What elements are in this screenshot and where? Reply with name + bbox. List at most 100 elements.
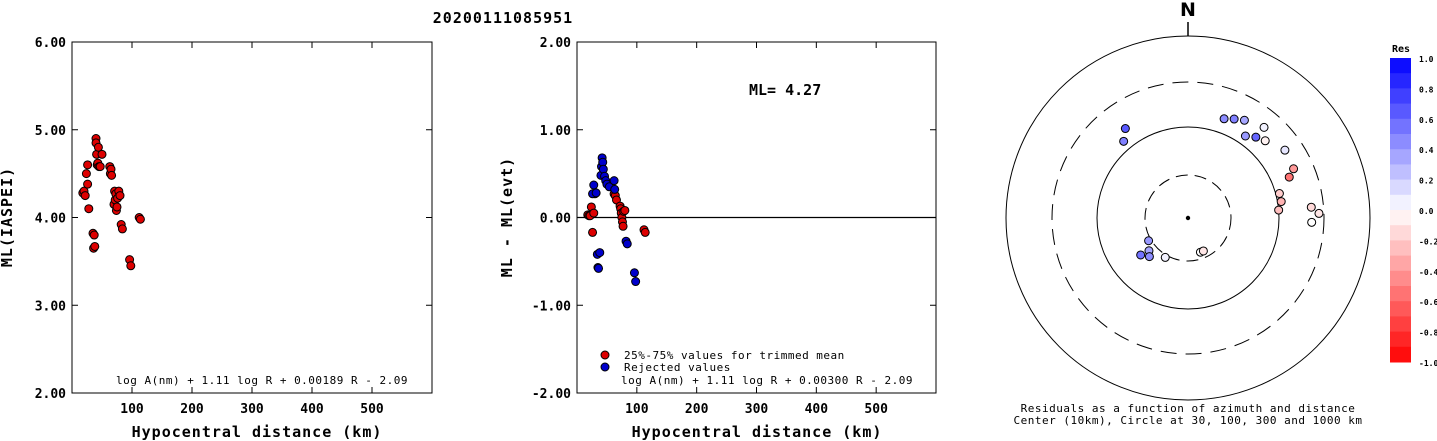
y-tick-label: 4.00 xyxy=(35,212,66,227)
residual-colorbar: Res 1.0 0.8 0.6 0.4 0.2 0.0 -0.2 -0.4 -0.6 -0.8 -1… xyxy=(1390,44,1437,368)
plot-frame xyxy=(71,41,433,394)
data-point xyxy=(83,160,93,170)
data-point xyxy=(618,221,628,231)
y-tick-label: -2.00 xyxy=(532,387,571,402)
colorbar-tick-label: 0.4 xyxy=(1419,146,1434,155)
data-point xyxy=(622,239,632,249)
x-tick-label: 200 xyxy=(180,402,204,417)
formula-label: log A(nm) + 1.11 log R + 0.00300 R - 2.0… xyxy=(621,374,913,387)
colorbar-tick-label: -0.6 xyxy=(1419,298,1437,307)
station-marker xyxy=(1120,124,1130,134)
colorbar-tick-label: 0.2 xyxy=(1419,177,1434,186)
x-tick-label: 100 xyxy=(120,402,144,417)
data-point xyxy=(112,202,122,212)
axis-ticks: 100 200 300 400 500 -2.00 -1.00 0.00 1.00 2.00 xyxy=(532,36,936,417)
colorbar-cell xyxy=(1390,225,1411,241)
data-point xyxy=(83,179,93,189)
x-tick-label: 500 xyxy=(360,402,384,417)
map-caption-line1: Residuals as a function of azimuth and d… xyxy=(1021,402,1356,415)
colorbar-cell xyxy=(1390,346,1411,363)
colorbar-cell xyxy=(1390,240,1411,257)
data-point xyxy=(126,261,136,271)
data-point xyxy=(97,149,107,159)
station-marker xyxy=(1306,202,1316,212)
legend-marker-red xyxy=(600,350,610,360)
colorbar-tick-label: -0.8 xyxy=(1419,329,1437,338)
data-point xyxy=(115,191,125,201)
axis-ticks: 100 200 300 400 500 2.00 3.00 4.00 5.00 6.00 xyxy=(35,36,432,417)
epicenter-marker xyxy=(1185,215,1191,221)
data-point xyxy=(117,224,127,234)
colorbar-tick-label: 1.0 xyxy=(1419,55,1434,64)
legend-label-rejected: Rejected values xyxy=(624,361,731,374)
station-marker xyxy=(1274,205,1284,215)
station-marker xyxy=(1274,189,1284,199)
colorbar-cell xyxy=(1390,164,1411,181)
y-tick-label: 6.00 xyxy=(35,36,66,51)
data-point xyxy=(95,162,105,172)
colorbar-cell xyxy=(1390,134,1411,150)
x-tick-label: 500 xyxy=(864,402,888,417)
data-point xyxy=(595,248,605,258)
data-points xyxy=(78,134,145,271)
data-point xyxy=(620,205,630,215)
y-axis-label: ML - ML(evt) xyxy=(498,157,516,277)
data-point xyxy=(629,268,639,278)
data-point xyxy=(609,176,619,186)
map-caption-line2: Center (10km), Circle at 30, 100, 300 an… xyxy=(1013,414,1362,427)
data-point xyxy=(610,184,620,194)
station-marker xyxy=(1219,114,1229,124)
station-marker xyxy=(1307,217,1317,227)
colorbar-cell xyxy=(1390,88,1411,105)
colorbar-cell xyxy=(1390,301,1411,317)
data-point xyxy=(640,227,650,237)
station-marker xyxy=(1289,164,1299,174)
colorbar-cell xyxy=(1390,210,1411,226)
station-marker xyxy=(1314,208,1324,218)
x-tick-label: 400 xyxy=(805,402,829,417)
ml-vs-distance-plot: 100 200 300 400 500 2.00 3.00 4.00 5.00 6.00 log … xyxy=(0,36,433,441)
y-tick-label: 5.00 xyxy=(35,124,66,139)
data-point xyxy=(135,214,145,224)
y-tick-label: 2.00 xyxy=(540,36,571,51)
data-point xyxy=(588,227,598,237)
y-tick-label: -1.00 xyxy=(532,299,571,314)
data-points xyxy=(583,153,650,287)
colorbar-cell xyxy=(1390,179,1411,196)
colorbar-cell xyxy=(1390,73,1411,89)
colorbar-cell xyxy=(1390,331,1411,348)
y-tick-label: 3.00 xyxy=(35,299,66,314)
station-marker xyxy=(1119,136,1129,146)
colorbar-cell xyxy=(1390,194,1411,211)
data-point xyxy=(93,142,103,152)
north-label: N xyxy=(1180,0,1196,21)
x-axis-label: Hypocentral distance (km) xyxy=(132,423,383,441)
x-tick-label: 100 xyxy=(625,402,649,417)
colorbar-cell xyxy=(1390,286,1411,302)
residual-vs-distance-plot: 100 200 300 400 500 -2.00 -1.00 0.00 1.00 2.00 ML… xyxy=(498,36,937,441)
figure-title: 20200111085951 xyxy=(433,9,573,27)
station-marker xyxy=(1251,132,1261,142)
legend-marker-blue xyxy=(600,362,610,372)
x-tick-label: 300 xyxy=(745,402,769,417)
data-point xyxy=(89,230,99,240)
data-point xyxy=(80,191,90,201)
x-tick-label: 200 xyxy=(685,402,709,417)
y-tick-label: 1.00 xyxy=(540,124,571,139)
colorbar-cell xyxy=(1390,270,1411,287)
legend-label-trimmed-mean: 25%-75% values for trimmed mean xyxy=(624,349,845,362)
data-point xyxy=(90,241,100,251)
colorbar-cells xyxy=(1390,58,1411,363)
colorbar-tick-label: -1.0 xyxy=(1419,359,1437,368)
data-point xyxy=(589,180,599,190)
station-marker xyxy=(1239,115,1249,125)
x-axis-label: Hypocentral distance (km) xyxy=(632,423,883,441)
station-marker xyxy=(1260,136,1270,146)
ring-30km xyxy=(1144,174,1232,262)
station-marker xyxy=(1240,131,1250,141)
data-point xyxy=(81,169,91,179)
station-marker xyxy=(1160,252,1170,262)
colorbar-ticks: 1.0 0.8 0.6 0.4 0.2 0.0 -0.2 -0.4 -0.6 -0.8 -1.0 xyxy=(1419,55,1437,368)
data-point xyxy=(84,204,94,214)
ml-annotation: ML= 4.27 xyxy=(749,81,821,99)
